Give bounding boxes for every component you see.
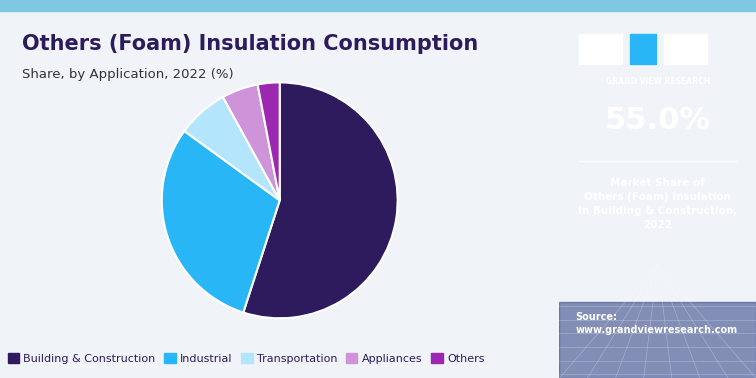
FancyBboxPatch shape <box>559 302 756 378</box>
FancyBboxPatch shape <box>579 34 622 64</box>
FancyBboxPatch shape <box>664 34 708 64</box>
Text: Source:
www.grandviewresearch.com: Source: www.grandviewresearch.com <box>575 312 737 335</box>
Text: Others (Foam) Insulation Consumption: Others (Foam) Insulation Consumption <box>23 34 479 54</box>
FancyBboxPatch shape <box>631 34 656 64</box>
FancyBboxPatch shape <box>559 0 756 11</box>
FancyBboxPatch shape <box>0 0 559 11</box>
Legend: Building & Construction, Industrial, Transportation, Appliances, Others: Building & Construction, Industrial, Tra… <box>3 349 489 369</box>
Text: GRAND VIEW RESEARCH: GRAND VIEW RESEARCH <box>606 77 710 87</box>
Wedge shape <box>243 82 398 318</box>
Text: Market Share of
Others (Foam) Insulation
In Building & Construction,
2022: Market Share of Others (Foam) Insulation… <box>578 178 737 230</box>
Wedge shape <box>223 85 280 200</box>
Wedge shape <box>184 97 280 200</box>
Wedge shape <box>258 82 280 200</box>
Wedge shape <box>162 131 280 313</box>
Text: 55.0%: 55.0% <box>605 107 711 135</box>
Text: Share, by Application, 2022 (%): Share, by Application, 2022 (%) <box>23 68 234 81</box>
